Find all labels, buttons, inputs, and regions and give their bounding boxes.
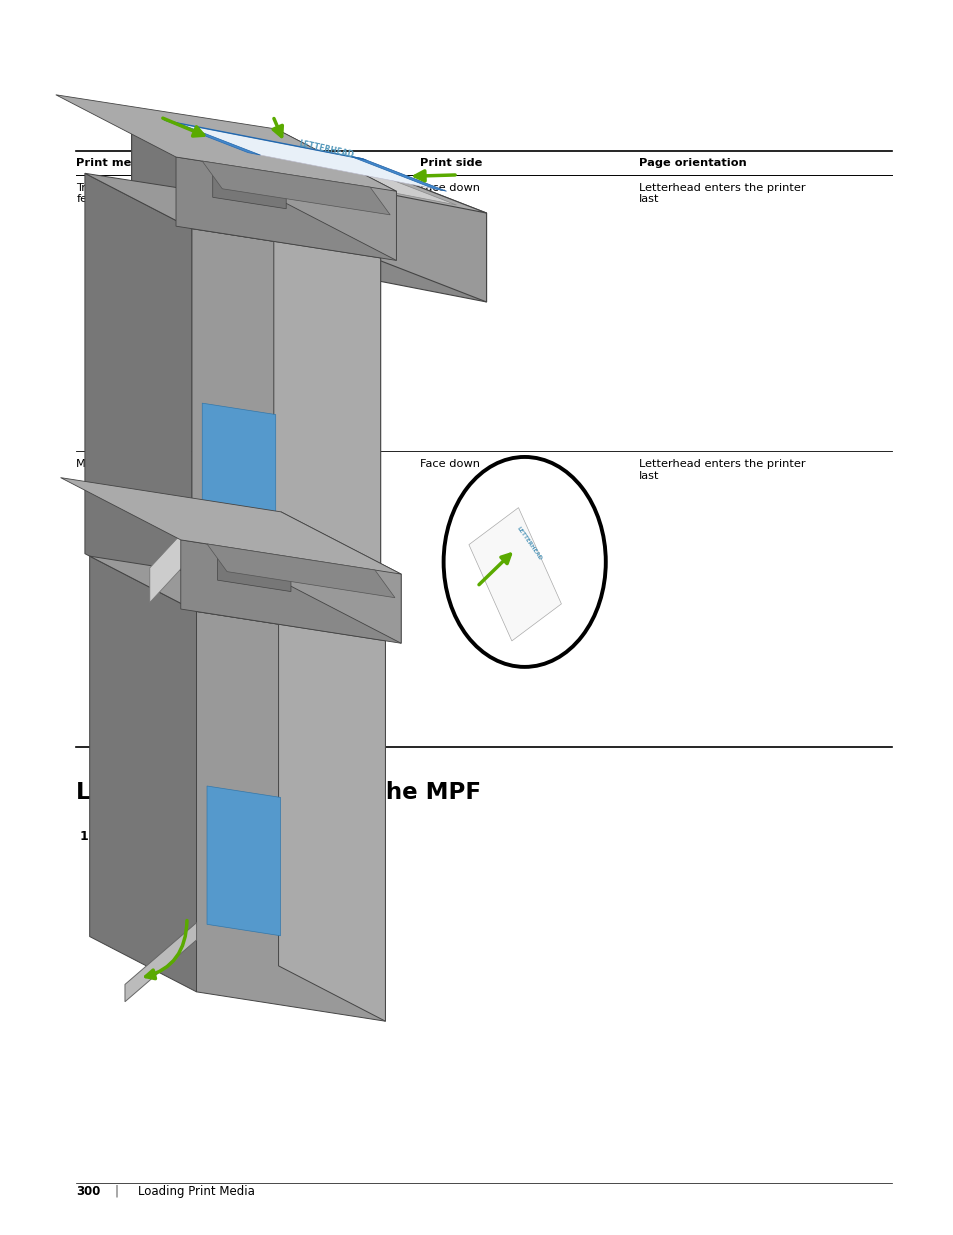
Polygon shape	[469, 508, 560, 641]
Polygon shape	[192, 228, 380, 638]
Text: Print side: Print side	[419, 158, 481, 168]
Circle shape	[443, 457, 605, 667]
Polygon shape	[202, 161, 390, 215]
Polygon shape	[213, 172, 286, 209]
Polygon shape	[217, 555, 291, 592]
Polygon shape	[278, 585, 385, 1021]
Text: Letterhead enters the printer
last: Letterhead enters the printer last	[639, 459, 805, 480]
Polygon shape	[207, 543, 395, 598]
Text: LETTERHEAD: LETTERHEAD	[516, 526, 542, 561]
Text: Page orientation: Page orientation	[639, 158, 746, 168]
Polygon shape	[61, 478, 400, 574]
Text: |: |	[114, 1184, 118, 1198]
Polygon shape	[132, 124, 379, 261]
Polygon shape	[164, 120, 260, 156]
Polygon shape	[181, 540, 400, 643]
Polygon shape	[90, 556, 385, 641]
Polygon shape	[90, 556, 196, 992]
Text: Face down: Face down	[419, 183, 479, 193]
Text: 1: 1	[79, 830, 88, 844]
Polygon shape	[350, 156, 446, 191]
Polygon shape	[175, 157, 396, 261]
Polygon shape	[207, 785, 280, 936]
Text: Letterhead enters the printer
last: Letterhead enters the printer last	[639, 183, 805, 204]
Text: Tray1 and optional 550-sheet
feeder: Tray1 and optional 550-sheet feeder	[76, 183, 243, 204]
Polygon shape	[274, 203, 380, 638]
Text: Gently pull open the MPF cover.: Gently pull open the MPF cover.	[110, 830, 308, 844]
Polygon shape	[85, 173, 192, 609]
Text: Loading Print Media in the MPF: Loading Print Media in the MPF	[76, 781, 481, 804]
Text: Print media source: Print media source	[76, 158, 198, 168]
Polygon shape	[125, 923, 196, 1002]
Text: 300: 300	[76, 1184, 101, 1198]
Polygon shape	[164, 120, 446, 191]
Polygon shape	[196, 611, 385, 1021]
Polygon shape	[154, 128, 456, 205]
Polygon shape	[132, 124, 238, 254]
Polygon shape	[56, 95, 396, 191]
Polygon shape	[150, 522, 192, 603]
Text: Loading Print Media: Loading Print Media	[138, 1184, 255, 1198]
Polygon shape	[85, 173, 380, 258]
Polygon shape	[132, 124, 486, 214]
Polygon shape	[275, 128, 396, 261]
Polygon shape	[379, 172, 486, 303]
Text: LETTERHEAD: LETTERHEAD	[297, 140, 355, 159]
Polygon shape	[164, 120, 366, 161]
Polygon shape	[280, 511, 400, 643]
Text: Face down: Face down	[419, 459, 479, 469]
Polygon shape	[238, 165, 486, 303]
Text: MPF: MPF	[76, 459, 99, 469]
Polygon shape	[202, 403, 275, 553]
